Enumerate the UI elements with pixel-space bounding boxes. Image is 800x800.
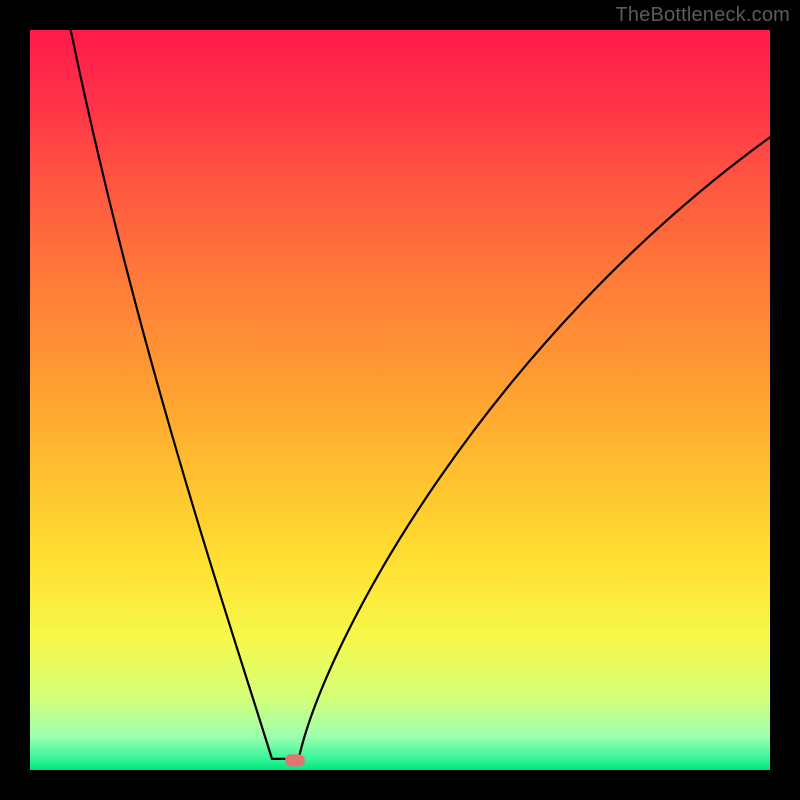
watermark-text: TheBottleneck.com bbox=[615, 4, 790, 27]
chart-stage: TheBottleneck.com bbox=[0, 0, 800, 800]
gradient-plot-background bbox=[30, 30, 770, 770]
bottleneck-chart bbox=[0, 0, 800, 800]
optimal-point-marker bbox=[285, 754, 305, 766]
